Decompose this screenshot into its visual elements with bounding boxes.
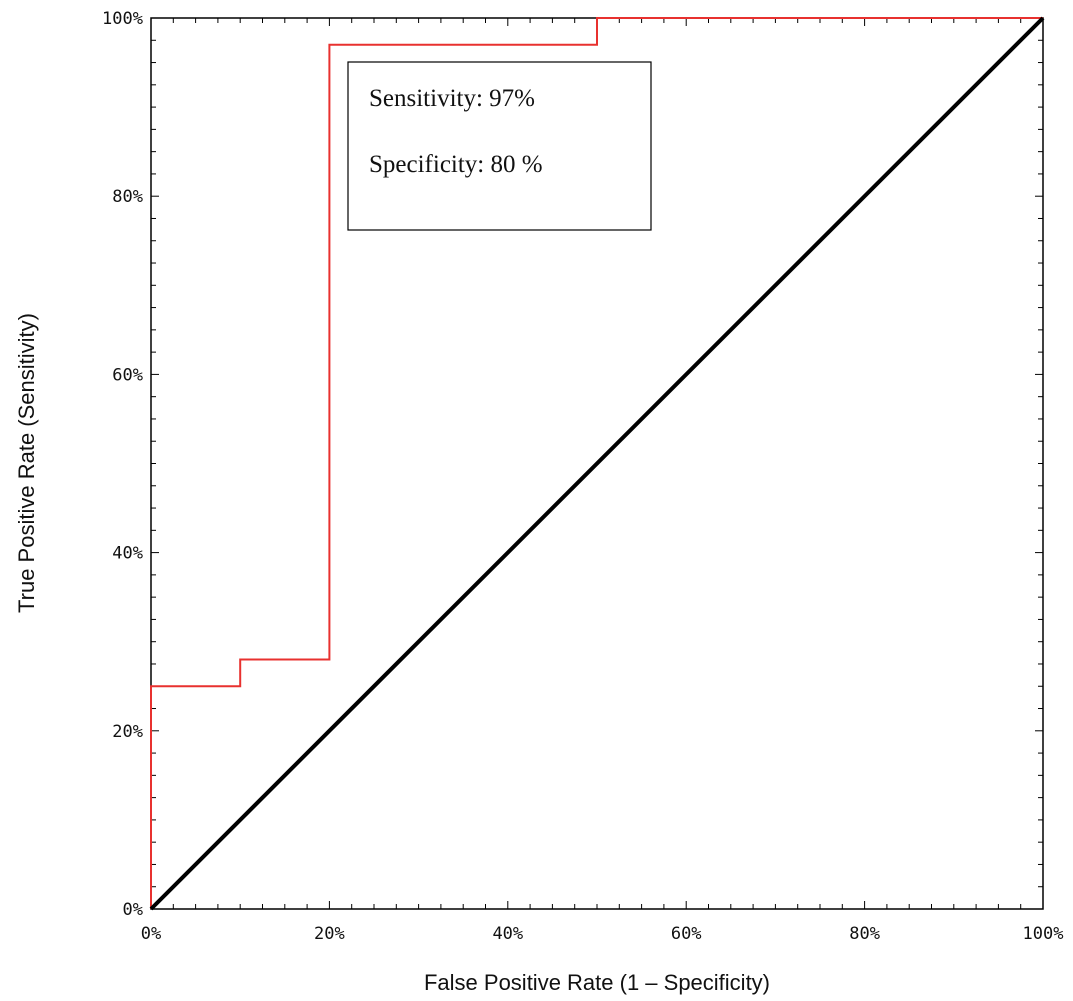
y-axis-title: True Positive Rate (Sensitivity) <box>14 313 39 613</box>
y-tick-label: 20% <box>112 722 143 742</box>
y-tick-label: 80% <box>112 187 143 207</box>
x-axis-title: False Positive Rate (1 – Specificity) <box>424 970 770 995</box>
y-tick-labels: 0% 20% 40% 60% 80% 100% <box>102 9 143 920</box>
y-tick-label: 100% <box>102 9 143 29</box>
x-tick-label: 0% <box>141 924 161 944</box>
x-tick-label: 100% <box>1023 924 1064 944</box>
y-tick-label: 0% <box>123 900 143 920</box>
annotation-specificity: Specificity: 80 % <box>369 151 543 178</box>
minor-ticks <box>150 17 1044 910</box>
reference-diagonal-line <box>149 16 1045 911</box>
annotation-frame <box>347 61 652 231</box>
x-tick-label: 40% <box>492 924 523 944</box>
x-tick-label: 80% <box>849 924 880 944</box>
x-tick-label: 60% <box>671 924 702 944</box>
roc-curve-line <box>150 17 1043 909</box>
series-layer <box>149 16 1045 911</box>
annotation-sensitivity: Sensitivity: 97% <box>369 85 535 112</box>
x-tick-label: 20% <box>314 924 345 944</box>
y-tick-label: 40% <box>112 544 143 564</box>
y-tick-label: 60% <box>112 365 143 385</box>
annotation-box: Sensitivity: 97% Specificity: 80 % <box>347 61 652 231</box>
x-tick-labels: 0% 20% 40% 60% 80% 100% <box>141 924 1064 944</box>
